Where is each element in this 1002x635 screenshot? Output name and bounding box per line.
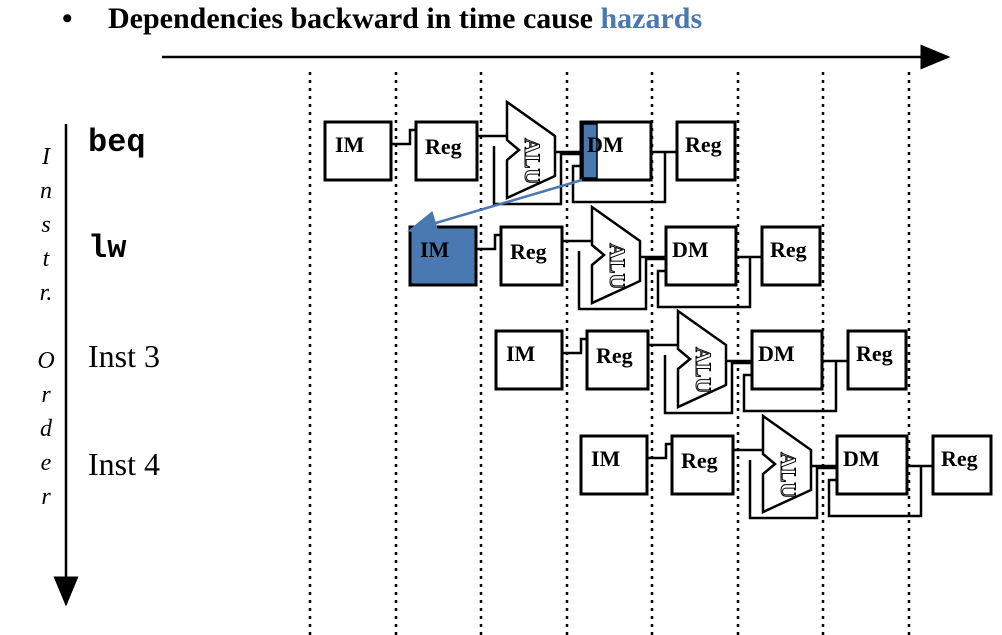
axis-letter: e xyxy=(40,450,52,476)
pipeline-row: IM Reg ALU DM Reg xyxy=(323,99,737,206)
alu-stage-label: ALU xyxy=(691,347,716,394)
im-stage-label: IM xyxy=(420,237,450,262)
alu-stage-label: ALU xyxy=(605,243,630,290)
reg-stage-box xyxy=(670,434,735,496)
wb-reg-stage-label: Reg xyxy=(941,446,978,471)
alu-stage-shape xyxy=(761,413,813,514)
axis-letter: t xyxy=(42,246,50,272)
wb-reg-stage-box xyxy=(675,120,737,182)
instruction-label-beq: beq xyxy=(88,124,146,161)
instruction-label-lw: lw xyxy=(88,230,127,267)
pipeline-row: IM Reg ALU DM Reg xyxy=(408,204,822,311)
reg-stage-label: Reg xyxy=(681,448,718,473)
wb-reg-stage-box xyxy=(931,434,993,496)
reg-stage-label: Reg xyxy=(510,239,547,264)
im-stage-label: IM xyxy=(591,446,621,471)
dm-stage-box xyxy=(835,434,909,496)
wb-reg-stage-box xyxy=(760,225,822,287)
axis-letter: s xyxy=(41,212,51,238)
dm-read-highlight xyxy=(582,123,598,179)
alu-stage-shape xyxy=(676,308,728,409)
alu-stage-shape xyxy=(505,99,557,200)
hazard-arrow xyxy=(407,178,583,235)
bullet-glyph: • xyxy=(62,2,73,35)
slide-title: • Dependencies backward in time cause haz… xyxy=(62,2,702,42)
axis-letter: I xyxy=(42,144,50,170)
im-stage-box xyxy=(323,120,393,182)
instruction-label-inst4: Inst 4 xyxy=(88,446,160,482)
reg-stage-box xyxy=(414,120,479,182)
reg-stage-label: Reg xyxy=(596,343,633,368)
axis-letter: r. xyxy=(39,280,53,306)
instruction-label-inst3: Inst 3 xyxy=(88,338,160,374)
im-stage-box xyxy=(494,329,564,391)
alu-stage-label: ALU xyxy=(520,138,545,185)
dm-stage-label: DM xyxy=(672,237,709,262)
alu-stage-shape xyxy=(590,204,642,305)
axis-letter: O xyxy=(37,348,55,374)
title-highlight: hazards xyxy=(600,2,703,35)
dm-stage-label: DM xyxy=(843,446,880,471)
title-text: Dependencies backward in time cause xyxy=(108,2,601,35)
axis-letter: d xyxy=(40,416,52,442)
dm-stage-box xyxy=(664,225,738,287)
reg-stage-box xyxy=(499,225,564,287)
dm-stage-label: DM xyxy=(587,132,624,157)
axis-letter: r xyxy=(41,382,51,408)
wb-reg-stage-label: Reg xyxy=(856,341,893,366)
wb-reg-stage-box xyxy=(846,329,908,391)
dm-stage-box xyxy=(750,329,824,391)
im-stage-label: IM xyxy=(335,132,365,157)
dm-stage-label: DM xyxy=(758,341,795,366)
im-stage-box xyxy=(579,434,649,496)
axis-letter: n xyxy=(40,178,52,204)
wb-reg-stage-label: Reg xyxy=(770,237,807,262)
wb-reg-stage-label: Reg xyxy=(685,132,722,157)
reg-stage-box xyxy=(585,329,650,391)
im-stage-label: IM xyxy=(506,341,536,366)
pipeline-row: IM Reg ALU DM Reg xyxy=(494,308,908,415)
axis-letter: r xyxy=(41,484,51,510)
alu-stage-label: ALU xyxy=(776,452,801,499)
im-stage-box xyxy=(408,225,478,287)
reg-stage-label: Reg xyxy=(425,134,462,159)
pipeline-row: IM Reg ALU DM Reg xyxy=(579,413,993,520)
